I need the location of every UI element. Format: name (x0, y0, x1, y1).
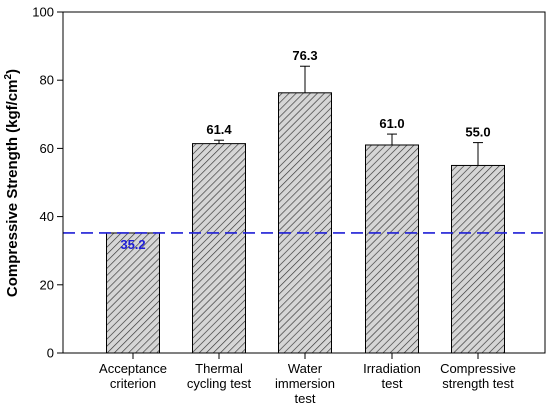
data-label: 55.0 (465, 125, 490, 140)
y-axis-label: Compressive Strength (kgf/cm2) (3, 69, 21, 297)
bar (192, 143, 246, 354)
data-label: 35.2 (120, 237, 145, 252)
bar (278, 92, 332, 354)
y-tick-label: 20 (40, 277, 54, 292)
y-tick-label: 60 (40, 141, 54, 156)
x-tick-label: Water immersion test (275, 361, 335, 406)
y-tick-label: 80 (40, 73, 54, 88)
y-tick-label: 100 (32, 5, 54, 20)
data-label: 61.0 (379, 116, 404, 131)
y-tick-label: 0 (47, 346, 54, 361)
data-label: 76.3 (292, 48, 317, 63)
x-tick-label: Compressive strength test (440, 361, 516, 391)
bar (365, 144, 419, 354)
bar (451, 164, 505, 354)
plot-frame (62, 11, 546, 354)
bar (106, 232, 160, 354)
x-tick-label: Acceptance criterion (99, 361, 167, 391)
x-tick-label: Irradiation test (363, 361, 421, 391)
y-tick-label: 40 (40, 209, 54, 224)
data-label: 61.4 (206, 122, 232, 137)
x-tick-label: Thermal cycling test (187, 361, 252, 391)
